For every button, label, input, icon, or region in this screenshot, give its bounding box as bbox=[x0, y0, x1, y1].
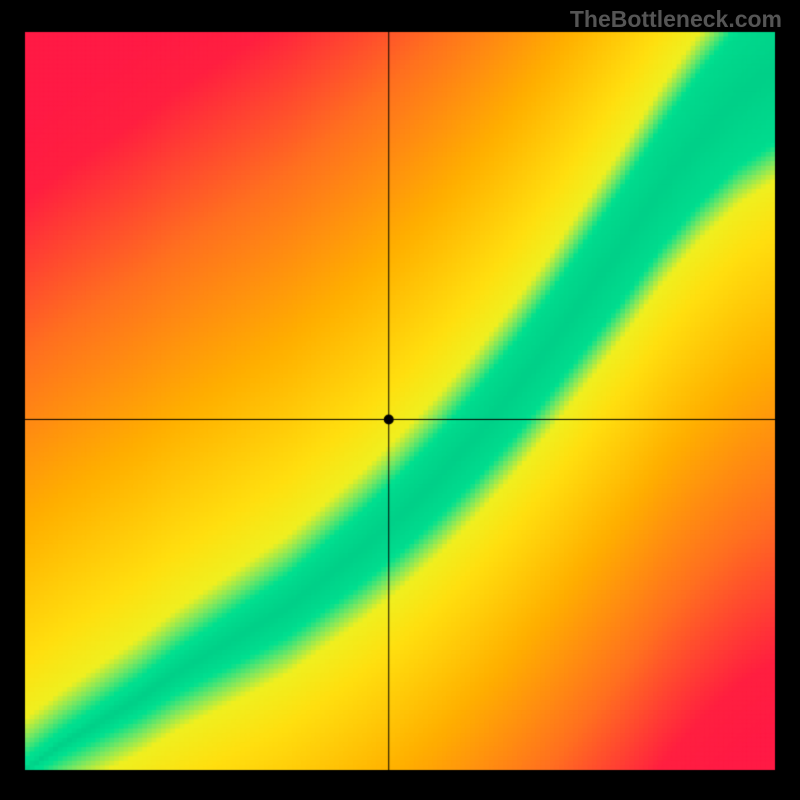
chart-container: TheBottleneck.com bbox=[0, 0, 800, 800]
bottleneck-heatmap bbox=[0, 0, 800, 800]
watermark-text: TheBottleneck.com bbox=[570, 6, 782, 33]
